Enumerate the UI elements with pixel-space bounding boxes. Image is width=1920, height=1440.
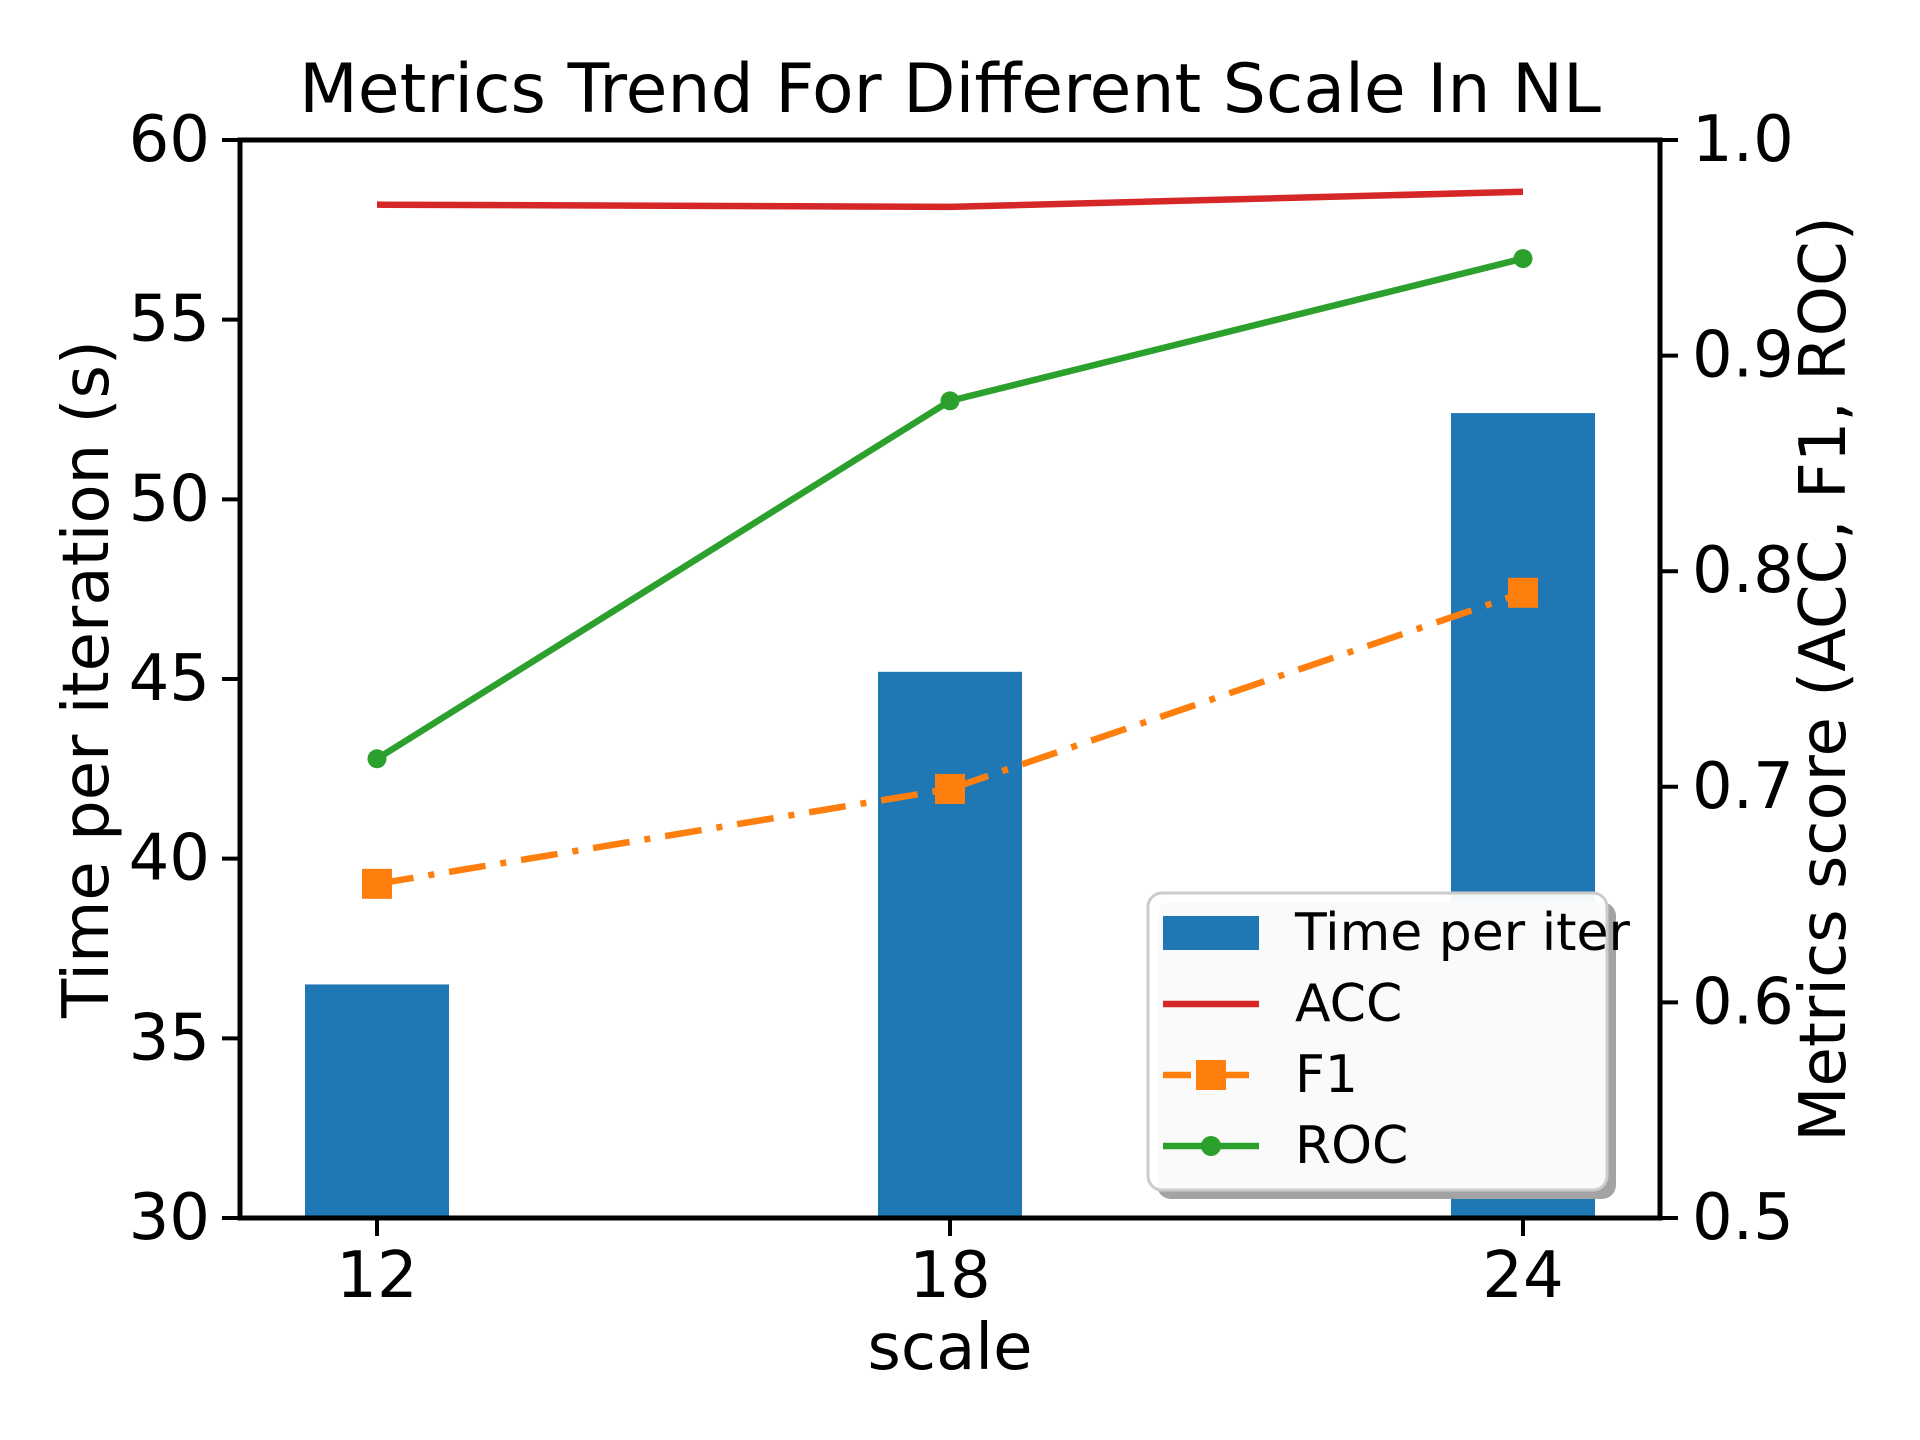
y-tick-label-right: 1.0 [1692, 103, 1794, 177]
y-tick-label-left: 50 [129, 462, 210, 536]
chart-title: Metrics Trend For Different Scale In NL [299, 50, 1601, 129]
legend-item-time-per-iter: Time per iter [1163, 903, 1631, 963]
legend-marker-square [1196, 1060, 1226, 1090]
f1-series [362, 577, 1538, 899]
f1-line [376, 589, 1525, 888]
y-tick-label-left: 30 [129, 1181, 210, 1255]
legend-label: F1 [1295, 1045, 1358, 1105]
roc-marker [940, 391, 960, 411]
x-tick-label: 24 [1482, 1239, 1563, 1313]
legend-item-acc: ACC [1163, 974, 1402, 1034]
y-tick-label-left: 55 [129, 283, 210, 357]
y-tick-label-left: 60 [129, 103, 210, 177]
legend-item-roc: ROC [1163, 1116, 1408, 1176]
roc-marker [1513, 249, 1533, 269]
bar [305, 984, 449, 1218]
x-axis-label: scale [868, 1311, 1033, 1385]
acc-line [376, 188, 1524, 211]
acc-series [376, 188, 1524, 211]
y-tick-label-right: 0.9 [1692, 319, 1794, 393]
legend-item-f1: F1 [1163, 1045, 1358, 1105]
y-axis-left-label: Time per iteration (s) [50, 340, 124, 1019]
x-axis: 12 18 24 [336, 1218, 1564, 1313]
legend-label: ROC [1295, 1116, 1408, 1176]
y-tick-label-right: 0.6 [1692, 965, 1794, 1039]
y-axis-left: 30 35 40 45 50 55 60 [129, 103, 240, 1255]
y-tick-label-right: 0.8 [1692, 534, 1794, 608]
legend-swatch [1163, 916, 1259, 950]
y-tick-label-right: 0.5 [1692, 1181, 1794, 1255]
y-tick-label-left: 35 [129, 1001, 210, 1075]
legend-label: Time per iter [1294, 903, 1631, 963]
y-tick-label-right: 0.7 [1692, 750, 1794, 824]
f1-marker [362, 868, 392, 899]
f1-marker [935, 773, 965, 804]
roc-series [367, 249, 1533, 769]
y-axis-right: 0.5 0.6 0.7 0.8 0.9 1.0 [1660, 103, 1794, 1255]
legend-label: ACC [1295, 974, 1402, 1034]
x-tick-label: 12 [336, 1239, 417, 1313]
roc-marker [367, 749, 387, 769]
y-tick-label-left: 45 [129, 642, 210, 716]
y-tick-label-left: 40 [129, 822, 210, 896]
legend-box [1146, 891, 1609, 1192]
f1-marker [1508, 577, 1538, 608]
legend: Time per iter ACC F1 ROC [1146, 891, 1631, 1199]
bar [878, 671, 1022, 1218]
y-axis-right-label: Metrics score (ACC, F1, ROC) [1787, 216, 1861, 1141]
legend-marker-circle [1201, 1136, 1221, 1156]
x-tick-label: 18 [909, 1239, 990, 1313]
